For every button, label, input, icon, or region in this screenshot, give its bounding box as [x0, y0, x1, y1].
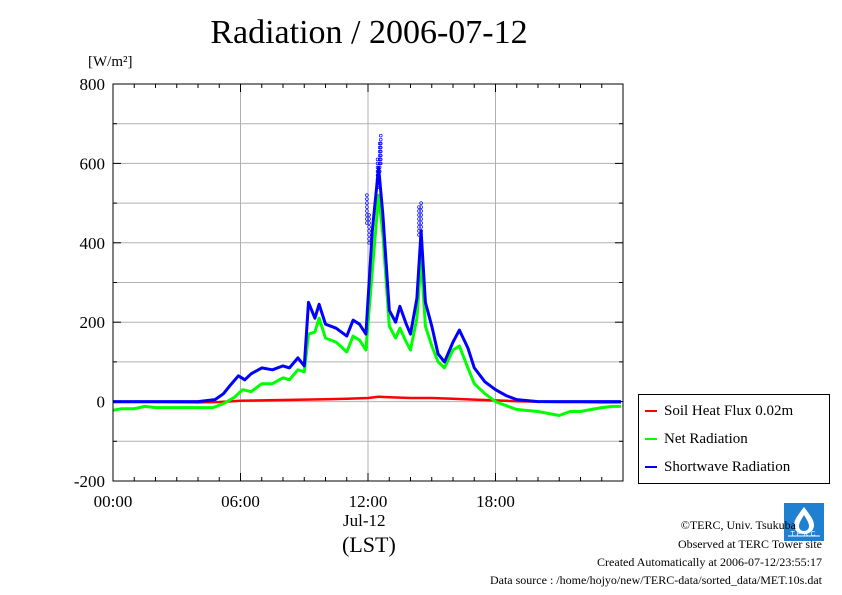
footer-created: Created Automatically at 2006-07-12/23:5… — [597, 555, 822, 569]
series-line-shortwave-radiation — [113, 165, 621, 404]
shortwave-spike-marker — [417, 229, 421, 233]
shortwave-spike-marker — [417, 209, 421, 213]
shortwave-spike-marker — [365, 213, 369, 217]
legend-label-net-radiation: Net Radiation — [664, 430, 748, 447]
shortwave-spike-marker — [377, 165, 382, 170]
legend-item-shortwave-radiation: Shortwave Radiation — [645, 456, 790, 478]
shortwave-spike-marker — [375, 165, 380, 170]
shortwave-spike-marker — [375, 173, 380, 178]
shortwave-spike-marker — [379, 137, 383, 142]
shortwave-spike-marker — [375, 185, 380, 189]
shortwave-spike-marker — [365, 209, 369, 213]
shortwave-spike-marker — [377, 145, 382, 150]
shortwave-spike-marker — [367, 217, 371, 221]
shortwave-spike-marker — [367, 213, 371, 217]
shortwave-spike-marker — [417, 213, 421, 217]
legend-swatch-net-radiation — [645, 438, 657, 440]
x-tick-label: 12:00 — [349, 492, 388, 511]
shortwave-spike-marker — [419, 209, 423, 213]
x-tick-label: 06:00 — [221, 492, 260, 511]
y-tick-label: -200 — [74, 472, 105, 491]
shortwave-spike-marker — [367, 237, 371, 241]
shortwave-spike-marker — [419, 213, 423, 217]
shortwave-spike-marker — [377, 157, 382, 162]
x-tick-label: 00:00 — [94, 492, 133, 511]
shortwave-spike-marker — [367, 233, 371, 237]
shortwave-spike-marker — [375, 181, 380, 186]
shortwave-spike-marker — [419, 229, 423, 233]
shortwave-spike-marker — [367, 229, 371, 233]
axes: -200 0 200 400 600 800 00:00 06:00 12:00 18:00 — [74, 75, 624, 511]
x-tick-label: 18:00 — [476, 492, 515, 511]
shortwave-spike-marker — [375, 157, 380, 162]
shortwave-spike-marker — [419, 205, 423, 209]
shortwave-spike-marker — [379, 141, 383, 146]
shortwave-spike-marker — [377, 149, 382, 154]
legend: Soil Heat Flux 0.02m Net Radiation Short… — [638, 394, 830, 484]
legend-label-shortwave-radiation: Shortwave Radiation — [664, 458, 791, 475]
legend-swatch-soil-heat-flux — [645, 410, 657, 412]
shortwave-spike-marker — [365, 205, 369, 209]
footer-observed: Observed at TERC Tower site — [677, 537, 822, 551]
y-tick-label: 400 — [80, 234, 106, 253]
shortwave-spike-marker — [365, 217, 369, 221]
shortwave-spike-marker — [379, 161, 383, 166]
legend-item-net-radiation: Net Radiation — [645, 428, 748, 450]
shortwave-spike-marker — [367, 221, 371, 225]
series-line-net-radiation — [112, 193, 621, 417]
shortwave-spike-marker — [365, 193, 369, 197]
legend-item-soil-heat-flux: Soil Heat Flux 0.02m — [645, 400, 793, 422]
shortwave-spike-marker — [367, 225, 371, 229]
shortwave-spike-marker — [377, 153, 382, 158]
shortwave-spike-marker — [367, 241, 371, 245]
shortwave-spike-marker — [419, 217, 423, 221]
y-tick-label: 200 — [80, 313, 106, 332]
logo-text: TERC — [790, 531, 818, 538]
shortwave-spike-marker — [377, 169, 382, 174]
footer-copyright: ©TERC, Univ. Tsukuba — [680, 518, 796, 532]
y-tick-label: 0 — [97, 393, 106, 412]
shortwave-spike-marker — [419, 201, 423, 205]
shortwave-spike-marker — [365, 221, 369, 225]
shortwave-spike-marker — [419, 221, 423, 225]
legend-label-soil-heat-flux: Soil Heat Flux 0.02m — [664, 402, 794, 419]
chart-title: Radiation / 2006-07-12 — [210, 14, 528, 51]
shortwave-spike-marker — [379, 153, 383, 158]
shortwave-spike-marker — [379, 157, 383, 162]
shortwave-spike-marker — [377, 141, 382, 146]
x-date-label: Jul-12 — [343, 511, 386, 530]
y-axis-unit: [W/m²] — [88, 54, 133, 70]
x-unit-label: (LST) — [342, 532, 396, 557]
shortwave-spike-marker — [375, 177, 380, 182]
shortwave-spike-marker — [419, 225, 423, 229]
shortwave-spike-marker — [417, 225, 421, 229]
shortwave-spike-marker — [379, 149, 383, 154]
y-tick-label: 800 — [80, 75, 106, 94]
shortwave-spike-marker — [417, 217, 421, 221]
shortwave-spike-marker — [417, 233, 421, 237]
shortwave-spike-marker — [365, 197, 369, 201]
shortwave-spike-marker — [379, 133, 383, 138]
terc-logo-icon — [784, 503, 824, 541]
shortwave-spike-marker — [417, 205, 421, 209]
legend-swatch-shortwave-radiation — [645, 466, 657, 468]
y-tick-label: 600 — [80, 154, 106, 173]
footer-source: Data source : /home/hojyo/new/TERC-data/… — [489, 573, 822, 587]
series-layer — [112, 133, 621, 417]
shortwave-spike-marker — [377, 161, 382, 166]
shortwave-spike-marker — [375, 161, 380, 166]
shortwave-spike-marker — [417, 221, 421, 225]
shortwave-spike-marker — [379, 145, 383, 150]
shortwave-spike-marker — [365, 201, 369, 205]
shortwave-spike-marker — [375, 169, 380, 174]
